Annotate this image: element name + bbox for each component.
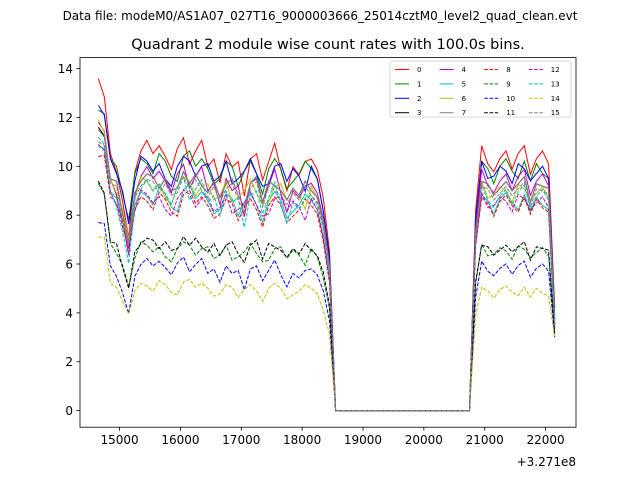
series-line-6: [97, 119, 556, 412]
legend-label-7: 7: [462, 109, 466, 117]
x-tick-label: 15000: [100, 433, 138, 447]
y-tick-label: 0: [65, 404, 73, 418]
y-tick-label: 10: [58, 160, 73, 174]
x-tick-label: 18000: [283, 433, 321, 447]
legend-label-6: 6: [462, 95, 467, 103]
legend-label-9: 9: [506, 80, 510, 88]
legend-label-2: 2: [417, 95, 421, 103]
series-line-14: [98, 236, 556, 412]
plot-lines: [97, 78, 556, 412]
chart-title: Quadrant 2 module wise count rates with …: [131, 37, 525, 53]
legend-label-3: 3: [417, 109, 421, 117]
legend-label-4: 4: [462, 66, 467, 74]
y-axis: 0 2 4 6 8 10 12 14: [58, 62, 80, 418]
x-tick-label: 16000: [161, 433, 199, 447]
plot-frame: [79, 57, 577, 428]
x-tick-label: 17000: [222, 433, 260, 447]
series-line-15: [98, 141, 556, 412]
legend-label-13: 13: [551, 80, 560, 88]
legend-label-8: 8: [506, 66, 510, 74]
series-line-8: [98, 154, 556, 412]
series-line-0: [97, 78, 556, 412]
series-line-5: [98, 146, 556, 412]
legend-label-11: 11: [506, 109, 515, 117]
suptitle: Data file: modeM0/AS1A07_027T16_90000036…: [63, 9, 578, 23]
legend-label-0: 0: [417, 66, 421, 74]
x-tick-label: 21000: [466, 433, 504, 447]
y-tick-label: 4: [65, 306, 73, 320]
x-tick-label: 20000: [405, 433, 443, 447]
legend-label-5: 5: [462, 80, 466, 88]
series-line-9: [97, 183, 556, 412]
series-line-2: [97, 104, 556, 412]
series-line-12: [97, 143, 556, 412]
x-tick-label: 22000: [526, 433, 564, 447]
series-line-13: [97, 136, 556, 412]
series-line-11: [97, 180, 556, 412]
y-tick-label: 8: [65, 209, 73, 223]
series-line-10: [98, 222, 556, 412]
legend-label-12: 12: [551, 66, 560, 74]
x-offset-label: +3.271e8: [517, 455, 576, 469]
y-tick-label: 12: [58, 111, 73, 125]
legend-label-15: 15: [551, 109, 560, 117]
legend-box: [389, 60, 572, 118]
x-axis: 15000 16000 17000 18000 19000 20000 21000 22000: [100, 427, 565, 447]
legend-label-14: 14: [551, 95, 560, 103]
legend-label-10: 10: [506, 95, 515, 103]
x-tick-label: 19000: [344, 433, 382, 447]
y-tick-label: 14: [58, 62, 73, 76]
series-line-7: [97, 129, 556, 412]
legend-label-1: 1: [417, 80, 421, 88]
y-tick-label: 6: [65, 258, 73, 272]
y-tick-label: 2: [65, 355, 73, 369]
